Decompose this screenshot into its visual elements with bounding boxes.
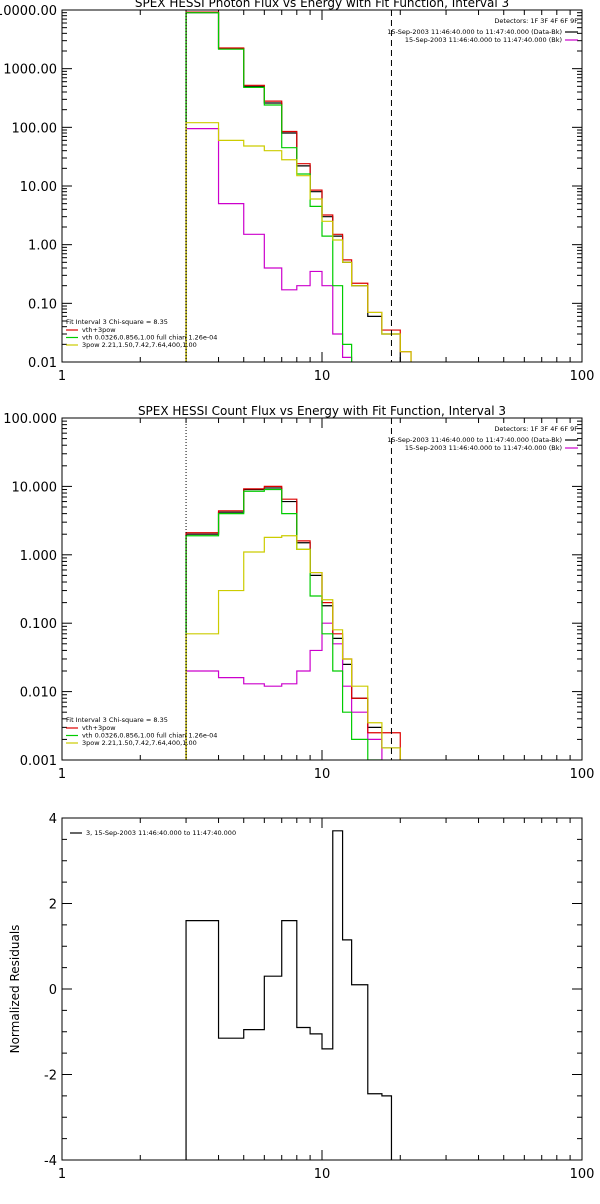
- x-tick-label: 100: [570, 369, 595, 384]
- plot-frame: [61, 817, 583, 1161]
- y-tick-label: 0.10: [28, 297, 57, 312]
- x-tick-label: 10: [314, 767, 331, 782]
- y-tick-label: 4: [49, 812, 57, 827]
- y-tick-label: 10.000: [12, 480, 58, 495]
- y-tick-label: 1.00: [28, 239, 57, 254]
- y-tick-label: 1000.00: [3, 63, 57, 78]
- y-tick-label: 100.000: [3, 412, 57, 427]
- series-line-5: [185, 122, 412, 362]
- x-tick-label: 10: [314, 369, 331, 384]
- legend-header: Detectors: 1F 3F 4F 6F 9F: [494, 17, 578, 25]
- series-line-2: [185, 622, 383, 760]
- y-tick-label: -2: [44, 1069, 57, 1084]
- x-tick-label: 10: [314, 1167, 331, 1182]
- residual-legend-label: 3, 15-Sep-2003 11:46:40.000 to 11:47:40.…: [86, 829, 236, 837]
- legend-entry-label: 15-Sep-2003 11:46:40.000 to 11:47:40.000…: [387, 28, 562, 36]
- plot-frame: [61, 417, 583, 761]
- y-tick-label: 100.00: [12, 121, 58, 136]
- legend-entry-label: 15-Sep-2003 11:46:40.000 to 11:47:40.000…: [405, 36, 562, 44]
- y-tick-label: 10000.00: [0, 4, 57, 19]
- plot-frame: [61, 9, 583, 363]
- y-axis-label: Normalized Residuals: [8, 925, 22, 1054]
- fit-legend-label: vth 0.0326,0.856,1.00 full chian 1.26e-0…: [82, 732, 217, 740]
- plot-data: [185, 11, 412, 362]
- chart-panel-1: SPEX HESSI Photon Flux vs Energy with Fi…: [0, 0, 595, 384]
- y-tick-label: 0.010: [20, 686, 57, 701]
- y-tick-label: 0.100: [20, 617, 57, 632]
- legend-entry-label: 15-Sep-2003 11:46:40.000 to 11:47:40.000…: [387, 436, 562, 444]
- chart-title: SPEX HESSI Photon Flux vs Energy with Fi…: [135, 0, 509, 10]
- fit-legend-label: 3pow 2.21,1.50,7.42,7.64,400,1.00: [82, 341, 197, 349]
- fit-legend-header: Fit Interval 3 Chi-square = 8.35: [66, 716, 168, 724]
- legend-entry-label: 15-Sep-2003 11:46:40.000 to 11:47:40.000…: [405, 444, 562, 452]
- fit-legend-label: vth+3pow: [82, 326, 116, 334]
- series-line-4: [185, 488, 383, 760]
- fit-legend-label: vth 0.0326,0.856,1.00 full chian 1.26e-0…: [82, 334, 217, 342]
- y-tick-label: 1.000: [20, 549, 57, 564]
- fit-legend-label: 3pow 2.21,1.50,7.42,7.64,400,1.00: [82, 739, 197, 747]
- y-tick-label: -4: [44, 1154, 57, 1169]
- series-line-4: [185, 12, 353, 362]
- y-tick-label: 10.00: [20, 180, 57, 195]
- y-tick-label: 0.001: [20, 754, 57, 769]
- y-tick-label: 0.01: [28, 356, 57, 371]
- legend-header: Detectors: 1F 3F 4F 6F 9F: [494, 425, 578, 433]
- x-tick-label: 100: [570, 767, 595, 782]
- plot-data: [185, 830, 393, 1160]
- chart-panel-2: SPEX HESSI Count Flux vs Energy with Fit…: [3, 404, 594, 782]
- series-line-1: [185, 830, 393, 1160]
- chart-title: SPEX HESSI Count Flux vs Energy with Fit…: [138, 404, 506, 418]
- y-tick-label: 0: [49, 983, 57, 998]
- x-tick-label: 1: [58, 767, 66, 782]
- fit-legend-header: Fit Interval 3 Chi-square = 8.35: [66, 318, 168, 326]
- x-tick-label: 1: [58, 1167, 66, 1182]
- plot-data: [185, 485, 401, 760]
- x-tick-label: 100: [570, 1167, 595, 1182]
- chart-panel-3: Normalized Residuals 1 10 100 4 2 0 -2 -4 3, 15-S…: [8, 812, 594, 1182]
- x-tick-label: 1: [58, 369, 66, 384]
- series-line-5: [185, 535, 401, 760]
- fit-legend-label: vth+3pow: [82, 724, 116, 732]
- y-tick-label: 2: [49, 898, 57, 913]
- series-line-2: [185, 128, 353, 362]
- series-line-3: [185, 11, 412, 362]
